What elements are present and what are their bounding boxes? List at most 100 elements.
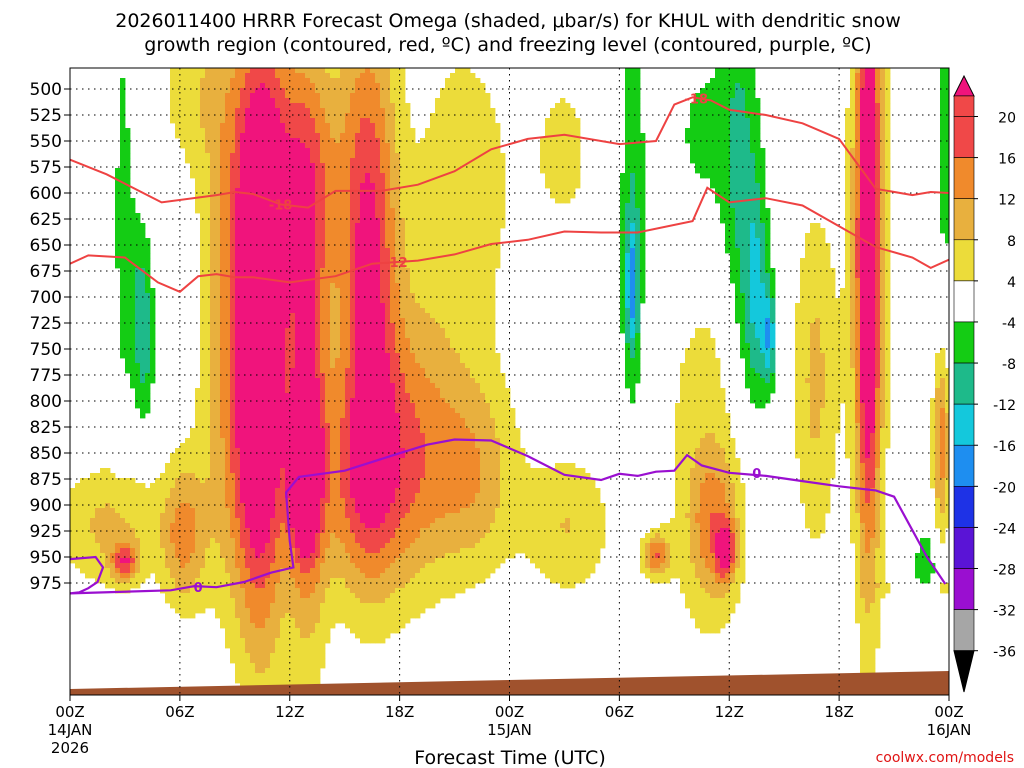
omega-cell (405, 143, 411, 149)
omega-cell (370, 263, 376, 269)
omega-cell (225, 213, 231, 219)
omega-cell (405, 323, 411, 329)
omega-cell (220, 138, 226, 144)
omega-cell (275, 118, 281, 124)
omega-cell (375, 228, 381, 234)
omega-cell (170, 83, 176, 89)
omega-cell (625, 118, 631, 124)
omega-cell (460, 298, 466, 304)
omega-cell (425, 153, 431, 159)
omega-cell (830, 328, 836, 334)
omega-cell (880, 273, 886, 279)
omega-cell (865, 228, 871, 234)
omega-cell (290, 143, 296, 149)
omega-cell (480, 193, 486, 199)
omega-cell (620, 298, 626, 304)
omega-cell (415, 213, 421, 219)
omega-cell (540, 153, 546, 159)
omega-cell (290, 128, 296, 134)
omega-cell (470, 113, 476, 119)
omega-cell (205, 243, 211, 249)
omega-cell (220, 203, 226, 209)
omega-cell (730, 273, 736, 279)
omega-cell (620, 318, 626, 324)
omega-cell (270, 268, 276, 274)
omega-cell (465, 163, 471, 169)
omega-cell (620, 253, 626, 259)
omega-cell (260, 228, 266, 234)
omega-cell (220, 178, 226, 184)
omega-cell (205, 258, 211, 264)
omega-cell (125, 143, 131, 149)
omega-cell (570, 108, 576, 114)
omega-cell (420, 283, 426, 289)
omega-cell (320, 293, 326, 299)
omega-cell (405, 293, 411, 299)
omega-cell (245, 128, 251, 134)
omega-cell (720, 178, 726, 184)
omega-cell (425, 283, 431, 289)
omega-cell (450, 203, 456, 209)
omega-cell (300, 138, 306, 144)
omega-cell (550, 168, 556, 174)
omega-cell (430, 203, 436, 209)
omega-cell (290, 248, 296, 254)
omega-cell (555, 118, 561, 124)
omega-cell (360, 288, 366, 294)
omega-cell (700, 328, 706, 334)
omega-cell (870, 308, 876, 314)
omega-cell (880, 118, 886, 124)
omega-cell (465, 123, 471, 129)
omega-cell (470, 288, 476, 294)
omega-cell (300, 98, 306, 104)
omega-cell (750, 303, 756, 309)
omega-cell (225, 143, 231, 149)
omega-cell (325, 328, 331, 334)
omega-cell (315, 178, 321, 184)
omega-cell (690, 108, 696, 114)
omega-cell (820, 323, 826, 329)
omega-cell (425, 168, 431, 174)
omega-cell (575, 143, 581, 149)
omega-cell (760, 168, 766, 174)
omega-cell (305, 188, 311, 194)
omega-cell (345, 263, 351, 269)
omega-cell (375, 238, 381, 244)
omega-cell (870, 103, 876, 109)
omega-cell (330, 153, 336, 159)
omega-cell (330, 193, 336, 199)
omega-cell (265, 108, 271, 114)
omega-cell (235, 173, 241, 179)
omega-cell (755, 238, 761, 244)
omega-cell (300, 123, 306, 129)
omega-cell (220, 263, 226, 269)
omega-cell (470, 283, 476, 289)
omega-cell (460, 278, 466, 284)
omega-cell (395, 303, 401, 309)
omega-cell (855, 273, 861, 279)
omega-cell (820, 248, 826, 254)
omega-cell (135, 278, 141, 284)
omega-cell (400, 283, 406, 289)
omega-cell (315, 288, 321, 294)
omega-cell (715, 98, 721, 104)
omega-cell (945, 138, 949, 144)
omega-cell (255, 283, 261, 289)
omega-cell (295, 323, 301, 329)
omega-cell (475, 293, 481, 299)
omega-cell (425, 303, 431, 309)
omega-cell (120, 318, 126, 324)
omega-cell (755, 213, 761, 219)
omega-cell (275, 258, 281, 264)
omega-cell (290, 118, 296, 124)
omega-cell (250, 158, 256, 164)
omega-cell (140, 323, 146, 329)
omega-cell (560, 178, 566, 184)
omega-cell (200, 313, 206, 319)
omega-cell (445, 103, 451, 109)
omega-cell (150, 313, 156, 319)
omega-cell (620, 308, 626, 314)
omega-cell (460, 228, 466, 234)
omega-cell (755, 273, 761, 279)
omega-cell (305, 133, 311, 139)
